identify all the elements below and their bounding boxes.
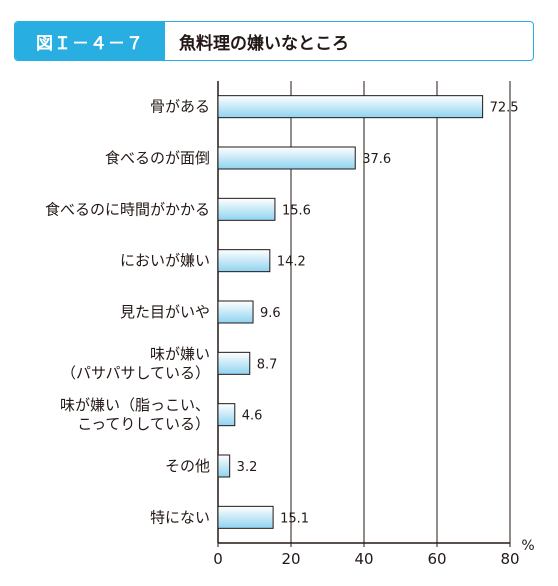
category-label: においが嫌い <box>120 252 210 270</box>
data-label: 15.6 <box>282 203 311 218</box>
data-label: 37.6 <box>362 152 391 167</box>
x-tick-label: 40 <box>354 550 373 568</box>
category-label: 食べるのが面倒 <box>105 149 210 167</box>
category-label: 食べるのに時間がかかる <box>45 200 210 218</box>
category-label: 特にない <box>150 508 210 526</box>
data-label: 15.1 <box>280 511 309 526</box>
x-tick-label: 60 <box>427 550 446 568</box>
data-label: 8.7 <box>257 357 278 372</box>
data-label: 72.5 <box>490 101 519 116</box>
figure-header: 図Ｉ－４－７ 魚料理の嫌いなところ <box>14 21 534 61</box>
bar <box>217 505 274 529</box>
bar <box>217 95 484 119</box>
x-tick-label: 20 <box>281 550 300 568</box>
data-label: 14.2 <box>277 255 306 270</box>
bar <box>217 351 251 375</box>
bar <box>217 454 231 478</box>
x-tick-label: 80 <box>500 550 519 568</box>
category-label: こってりしている） <box>77 415 210 433</box>
category-label: 味が嫌い（脂っこい、 <box>60 396 210 414</box>
x-axis-unit: % <box>521 538 534 554</box>
category-label: （パサパサしている） <box>61 364 210 382</box>
figure-label: 図Ｉ－４－７ <box>15 22 165 60</box>
category-label: 味が嫌い <box>150 345 210 363</box>
bar <box>217 403 236 427</box>
figure-title: 魚料理の嫌いなところ <box>179 33 349 54</box>
category-label: 骨がある <box>150 98 210 116</box>
bar <box>217 300 254 324</box>
x-tick-label: 0 <box>213 550 223 568</box>
bar <box>217 249 271 273</box>
bar <box>217 197 276 221</box>
bar <box>217 146 356 170</box>
category-label: その他 <box>165 457 210 475</box>
data-label: 4.6 <box>242 409 263 424</box>
data-label: 3.2 <box>237 460 258 475</box>
data-label: 9.6 <box>260 306 281 321</box>
category-label: 見た目がいや <box>120 303 210 321</box>
